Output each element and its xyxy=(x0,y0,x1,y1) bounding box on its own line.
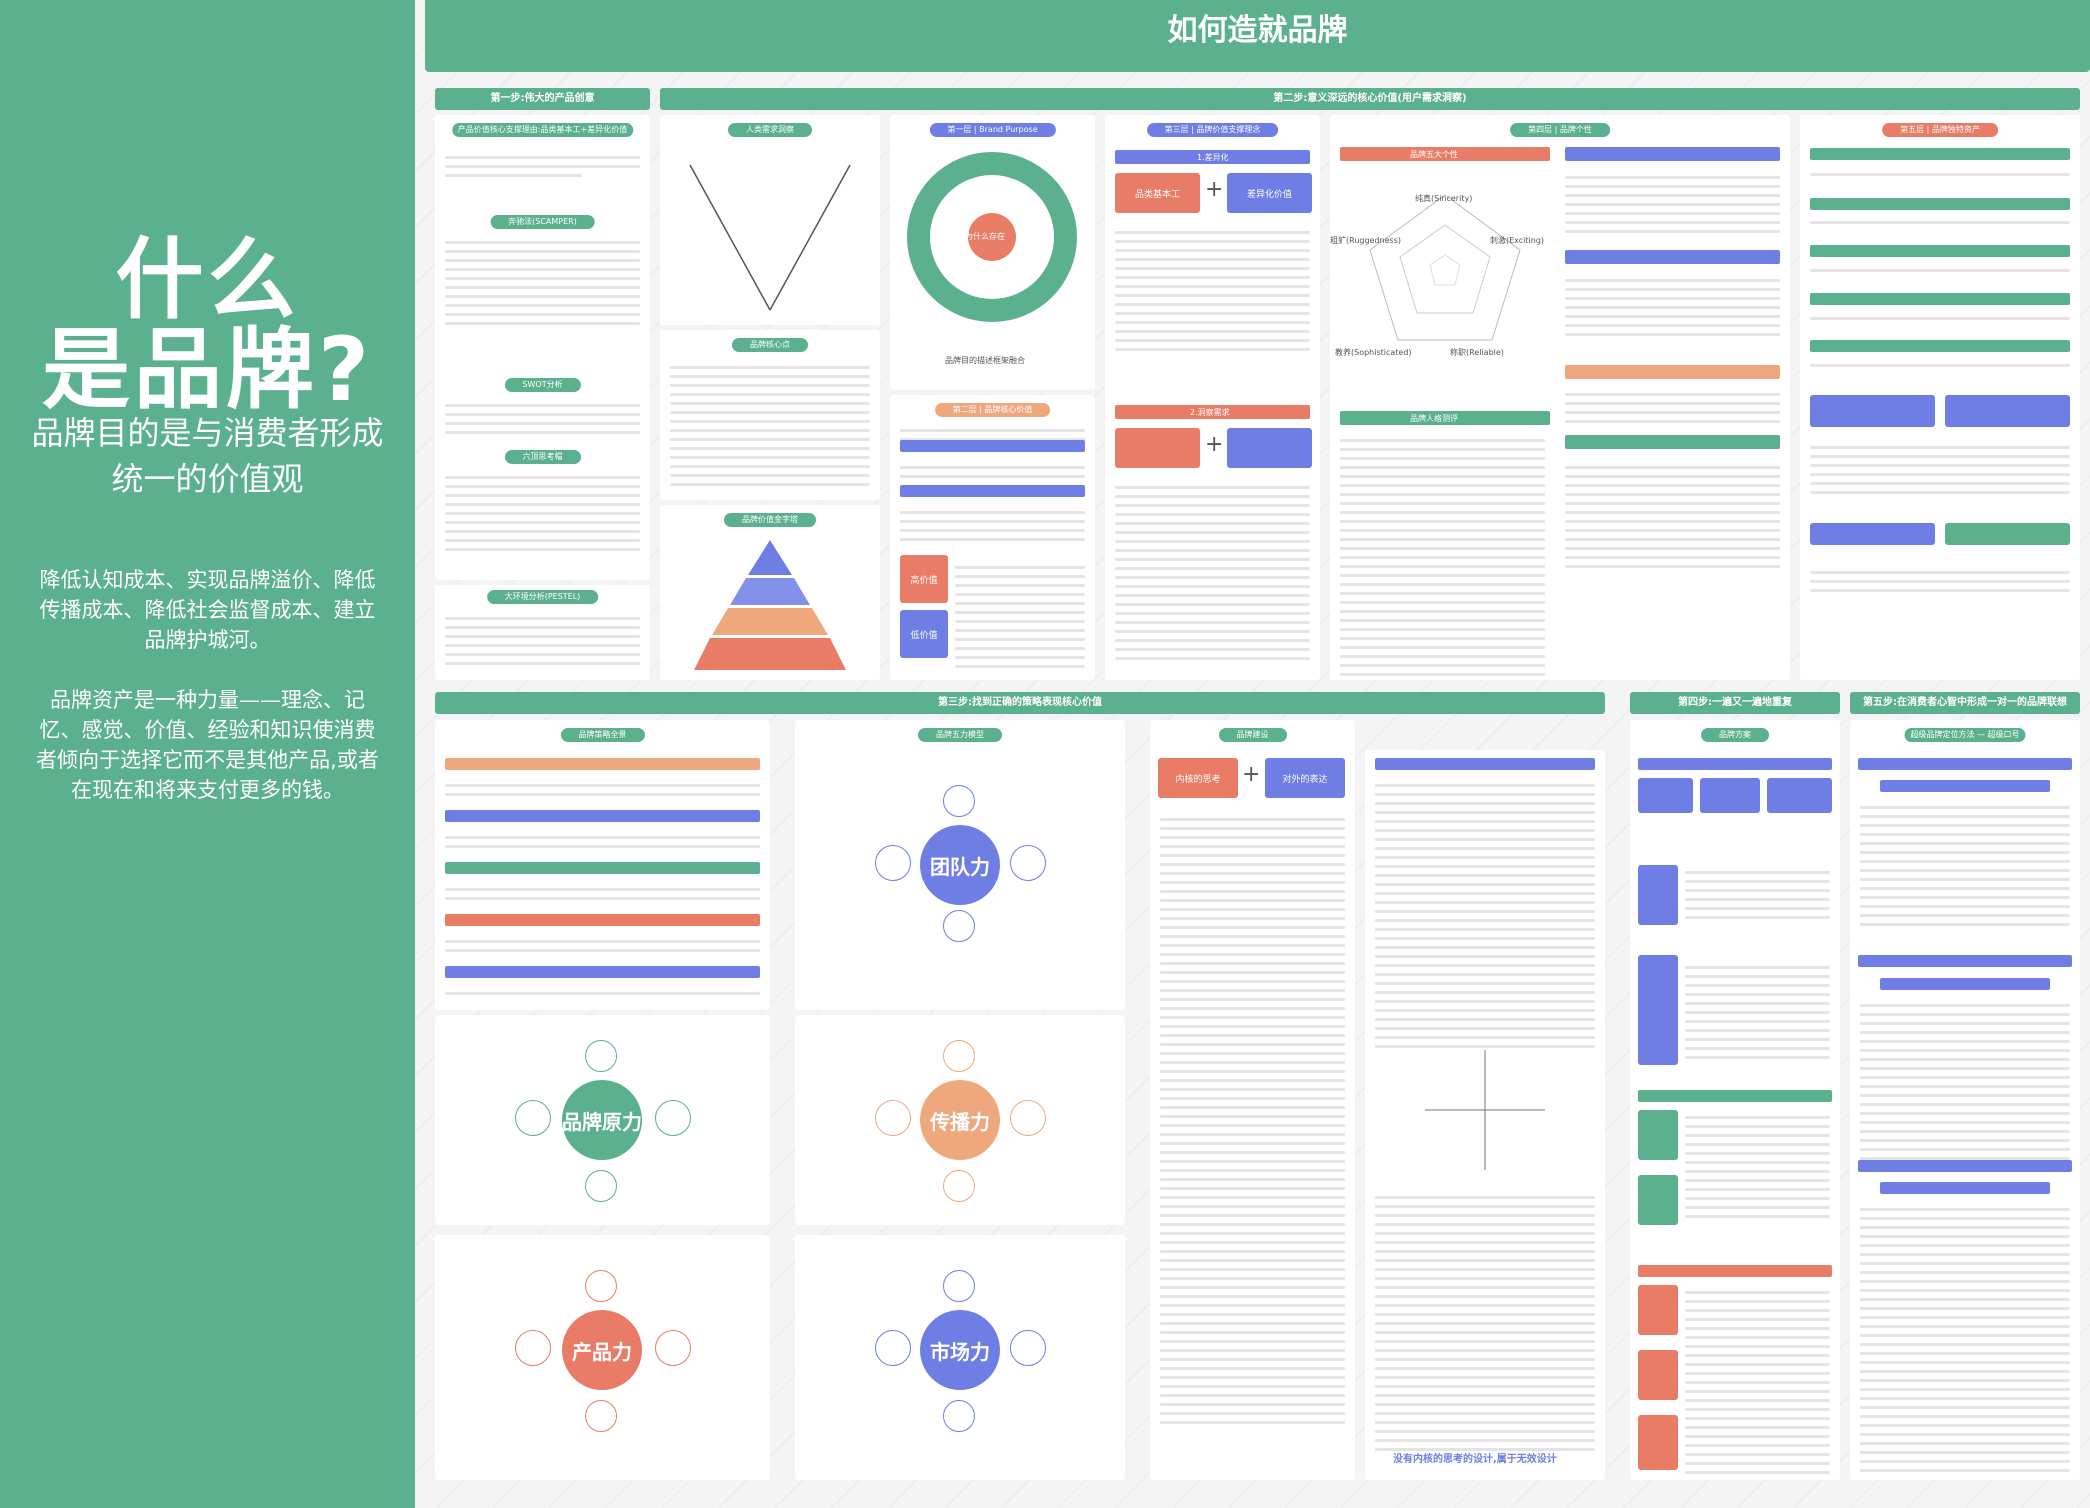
pestel-header: 大环境分析(PESTEL) xyxy=(486,590,599,604)
purpose-circle xyxy=(907,152,1077,322)
radar-right: 刺激(Exciting) xyxy=(1490,236,1545,245)
diff-value-tile: 差异化价值 xyxy=(1227,173,1312,213)
personify-label: 品牌人格测评 xyxy=(1410,414,1458,423)
radar-top: 纯真(Sincerity) xyxy=(1415,194,1473,203)
base-tile: 品类基本工 xyxy=(1115,173,1200,213)
left-panel: 什么 是品牌? 品牌目的是与消费者形成统一的价值观 降低认知成本、实现品牌溢价、… xyxy=(0,0,415,1508)
diff-label: 1.差异化 xyxy=(1197,153,1229,162)
benefits-text: 降低认知成本、实现品牌溢价、降低传播成本、降低社会监督成本、建立品牌护城河。 xyxy=(39,568,376,652)
slogan-header: 超级品牌定位方法 — 超级口号 xyxy=(1904,728,2026,742)
radar-bottom-right: 称职(Reliable) xyxy=(1450,348,1504,357)
power-header: 品牌五力模型 xyxy=(918,728,1002,742)
market-panel: 市场力 xyxy=(795,1235,1125,1480)
mindmap-canvas: 如何造就品牌 第一步:伟大的产品创意 第二步:意义深远的核心价值(用户需求洞察)… xyxy=(415,0,2090,1508)
core-panel: 品牌核心点 xyxy=(660,330,880,500)
power-panel: 品牌五力模型 团队力 xyxy=(795,720,1125,1010)
slogan-panel: 超级品牌定位方法 — 超级口号 xyxy=(1850,720,2080,1480)
build-detail-panel: 没有内核的思考的设计,属于无效设计 xyxy=(1365,750,1605,1480)
layer-5-panel: 第五层 | 品牌独特资产 xyxy=(1800,115,2080,680)
pyramid-panel: 品牌价值金字塔 xyxy=(660,505,880,680)
team-hub: 团队力 xyxy=(920,825,1000,905)
origin-panel: 品牌原力 xyxy=(435,1015,770,1225)
step-3-bar: 第三步:找到正确的策略表现核心价值 xyxy=(435,692,1605,714)
scamper-header: 奔驰法(SCAMPER) xyxy=(490,215,595,229)
needs-panel: 人类需求洞察 xyxy=(660,115,880,325)
pyramid-diagram xyxy=(694,540,846,670)
needs-diagram xyxy=(689,164,851,311)
product-panel: 产品力 xyxy=(435,1235,770,1480)
step-1-bar: 第一步:伟大的产品创意 xyxy=(435,88,650,110)
low-value-tile: 低价值 xyxy=(900,610,948,658)
radar-bottom-left: 教养(Sophisticated) xyxy=(1335,348,1412,357)
pestel-panel: 大环境分析(PESTEL) xyxy=(435,585,650,680)
layer-2-panel: 第二层 | 品牌核心价值 高价值 低价值 xyxy=(890,395,1095,680)
program-header: 品牌方案 xyxy=(1701,728,1769,742)
layer-4-panel: 第四层 | 品牌个性 品牌五大个性 纯真(Sincerity) 刺激(Excit… xyxy=(1330,115,1790,680)
pyramid-header: 品牌价值金字塔 xyxy=(724,513,816,527)
matrix-panel: 品牌策略全景 xyxy=(435,720,770,1010)
purpose-text: 品牌目的是与消费者形成统一的价值观 xyxy=(31,414,384,498)
six-hats-header: 六顶思考帽 xyxy=(504,450,581,464)
purpose-header: 第一层 | Brand Purpose xyxy=(929,123,1056,137)
step-1-panel: 产品价值核心支撑理由:品类基本工+差异化价值 奔驰法(SCAMPER) SWOT… xyxy=(435,115,650,580)
layer-4-header: 第四层 | 品牌个性 xyxy=(1510,123,1610,137)
layer-3-panel: 第三层 | 品牌价值支撑理念 1.差异化 品类基本工 + 差异化价值 2.洞察需… xyxy=(1105,115,1320,680)
swot-header: SWOT分析 xyxy=(504,378,581,392)
build-panel: 品牌建设 内核的思考 + 对外的表达 xyxy=(1150,720,1355,1480)
step-4-bar: 第四步:一遍又一遍地重复 xyxy=(1630,692,1840,714)
inner-tile: 内核的思考 xyxy=(1158,758,1238,798)
step-2-bar: 第二步:意义深远的核心价值(用户需求洞察) xyxy=(660,88,2080,110)
title-line-1: 什么 xyxy=(115,228,300,331)
title-line-2: 是品牌? xyxy=(41,318,374,421)
brand-asset-text: 品牌资产是一种力量——理念、记忆、感觉、价值、经验和知识使消费者倾向于选择它而不… xyxy=(36,688,379,802)
origin-hub: 品牌原力 xyxy=(562,1080,642,1160)
bottom-note: 没有内核的思考的设计,属于无效设计 xyxy=(1393,1454,1557,1465)
radar-chart xyxy=(1369,194,1521,341)
step-5-bar: 第五步:在消费者心智中形成一对一的品牌联想 xyxy=(1850,692,2080,714)
panel-header: 产品价值核心支撑理由:品类基本工+差异化价值 xyxy=(451,123,634,137)
purpose-caption: 品牌目的描述框架融合 xyxy=(945,356,1025,365)
layer-2-header: 第二层 | 品牌核心价值 xyxy=(934,403,1051,417)
core-header: 品牌核心点 xyxy=(732,338,808,352)
matrix-header: 品牌策略全景 xyxy=(560,728,645,742)
main-title: 如何造就品牌 xyxy=(425,0,2090,72)
spread-panel: 传播力 xyxy=(795,1015,1125,1225)
product-hub: 产品力 xyxy=(562,1310,642,1390)
high-value-tile: 高价值 xyxy=(900,555,948,603)
layer-5-header: 第五层 | 品牌独特资产 xyxy=(1882,123,1998,137)
five-traits-label: 品牌五大个性 xyxy=(1410,150,1458,159)
purpose-center-label: 为什么存在 xyxy=(965,232,1005,241)
program-panel: 品牌方案 xyxy=(1630,720,1840,1480)
radar-left: 粗犷(Ruggedness) xyxy=(1330,236,1401,245)
layer-3-header: 第三层 | 品牌价值支撑理念 xyxy=(1146,123,1279,137)
build-header: 品牌建设 xyxy=(1218,728,1287,742)
purpose-panel: 第一层 | Brand Purpose 为什么存在 品牌目的描述框架融合 xyxy=(890,115,1095,390)
needs-header: 人类需求洞察 xyxy=(728,123,812,137)
spread-hub: 传播力 xyxy=(920,1080,1000,1160)
quadrant-diagram xyxy=(1425,1050,1545,1170)
market-hub: 市场力 xyxy=(920,1310,1000,1390)
outer-tile: 对外的表达 xyxy=(1265,758,1345,798)
need-label: 2.洞察需求 xyxy=(1190,408,1230,417)
